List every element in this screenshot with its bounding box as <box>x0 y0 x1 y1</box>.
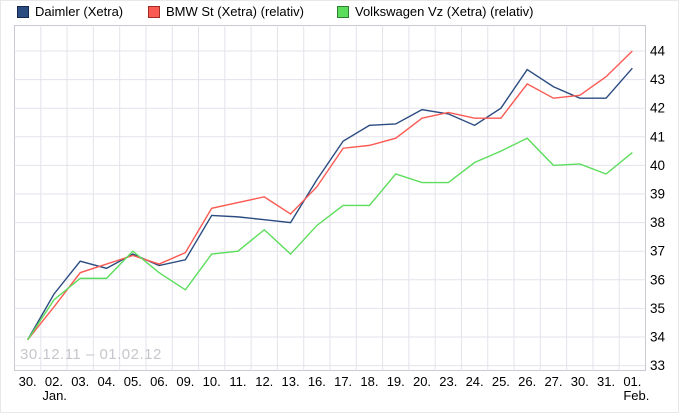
x-axis-tick-label: 30. <box>19 374 37 389</box>
x-axis-tick-label: 12. <box>255 374 273 389</box>
x-axis-tick-label: 25. <box>492 374 510 389</box>
x-axis-tick-label: 06. <box>150 374 168 389</box>
x-axis-tick-label: 16. <box>308 374 326 389</box>
y-axis-tick-label: 34 <box>650 330 666 345</box>
y-axis-tick-label: 43 <box>650 72 665 87</box>
y-axis-tick-label: 39 <box>650 187 665 202</box>
y-axis-tick-label: 36 <box>650 272 665 287</box>
y-axis-tick-label: 42 <box>650 101 665 116</box>
y-axis-tick-label: 40 <box>650 158 665 173</box>
y-axis-tick-label: 37 <box>650 244 665 259</box>
x-axis-tick-label: 05. <box>124 374 142 389</box>
x-axis-tick-label: 13. <box>282 374 300 389</box>
y-axis-tick-label: 35 <box>650 301 665 316</box>
x-axis-tick-label: 17. <box>334 374 352 389</box>
y-axis-tick-label: 41 <box>650 129 665 144</box>
x-axis-tick-label: 24. <box>466 374 484 389</box>
date-range-watermark: 30.12.11 – 01.02.12 <box>20 346 162 363</box>
x-axis-tick-label: 20. <box>413 374 431 389</box>
x-axis-tick-label: 01. <box>623 374 641 389</box>
daimler-color-swatch <box>17 6 29 18</box>
legend-item-volkswagen: Volkswagen Vz (Xetra) (relativ) <box>337 5 533 19</box>
x-axis-tick-label: 09. <box>176 374 194 389</box>
volkswagen-color-swatch <box>337 6 349 18</box>
x-axis-tick-label: 03. <box>71 374 89 389</box>
x-axis-month-label: Jan. <box>42 388 67 403</box>
x-axis-tick-label: 18. <box>360 374 378 389</box>
series-line-volkswagen <box>27 137 633 341</box>
x-axis-tick-label: 10. <box>203 374 221 389</box>
chart-legend: Daimler (Xetra) BMW St (Xetra) (relativ)… <box>0 0 679 24</box>
y-axis-tick-label: 33 <box>650 358 665 373</box>
legend-item-bmw: BMW St (Xetra) (relativ) <box>148 5 304 19</box>
legend-label-daimler: Daimler (Xetra) <box>35 4 124 19</box>
legend-item-daimler: Daimler (Xetra) <box>17 5 123 19</box>
bmw-color-swatch <box>148 6 160 18</box>
x-axis-tick-label: 27. <box>544 374 562 389</box>
legend-label-bmw: BMW St (Xetra) (relativ) <box>166 4 304 19</box>
x-axis-tick-label: 11. <box>229 374 246 389</box>
x-axis-tick-label: 31. <box>597 374 615 389</box>
x-axis-tick-label: 30. <box>571 374 589 389</box>
y-axis-tick-label: 44 <box>650 44 666 59</box>
x-axis-tick-label: 04. <box>97 374 115 389</box>
x-axis-month-label: Feb. <box>623 388 649 403</box>
x-axis-tick-label: 23. <box>439 374 457 389</box>
x-axis-tick-label: 02. <box>45 374 63 389</box>
y-axis-tick-label: 38 <box>650 215 665 230</box>
legend-label-volkswagen: Volkswagen Vz (Xetra) (relativ) <box>355 4 534 19</box>
x-axis-tick-label: 26. <box>518 374 536 389</box>
series-line-bmw <box>27 50 633 341</box>
x-axis-tick-label: 19. <box>387 374 405 389</box>
